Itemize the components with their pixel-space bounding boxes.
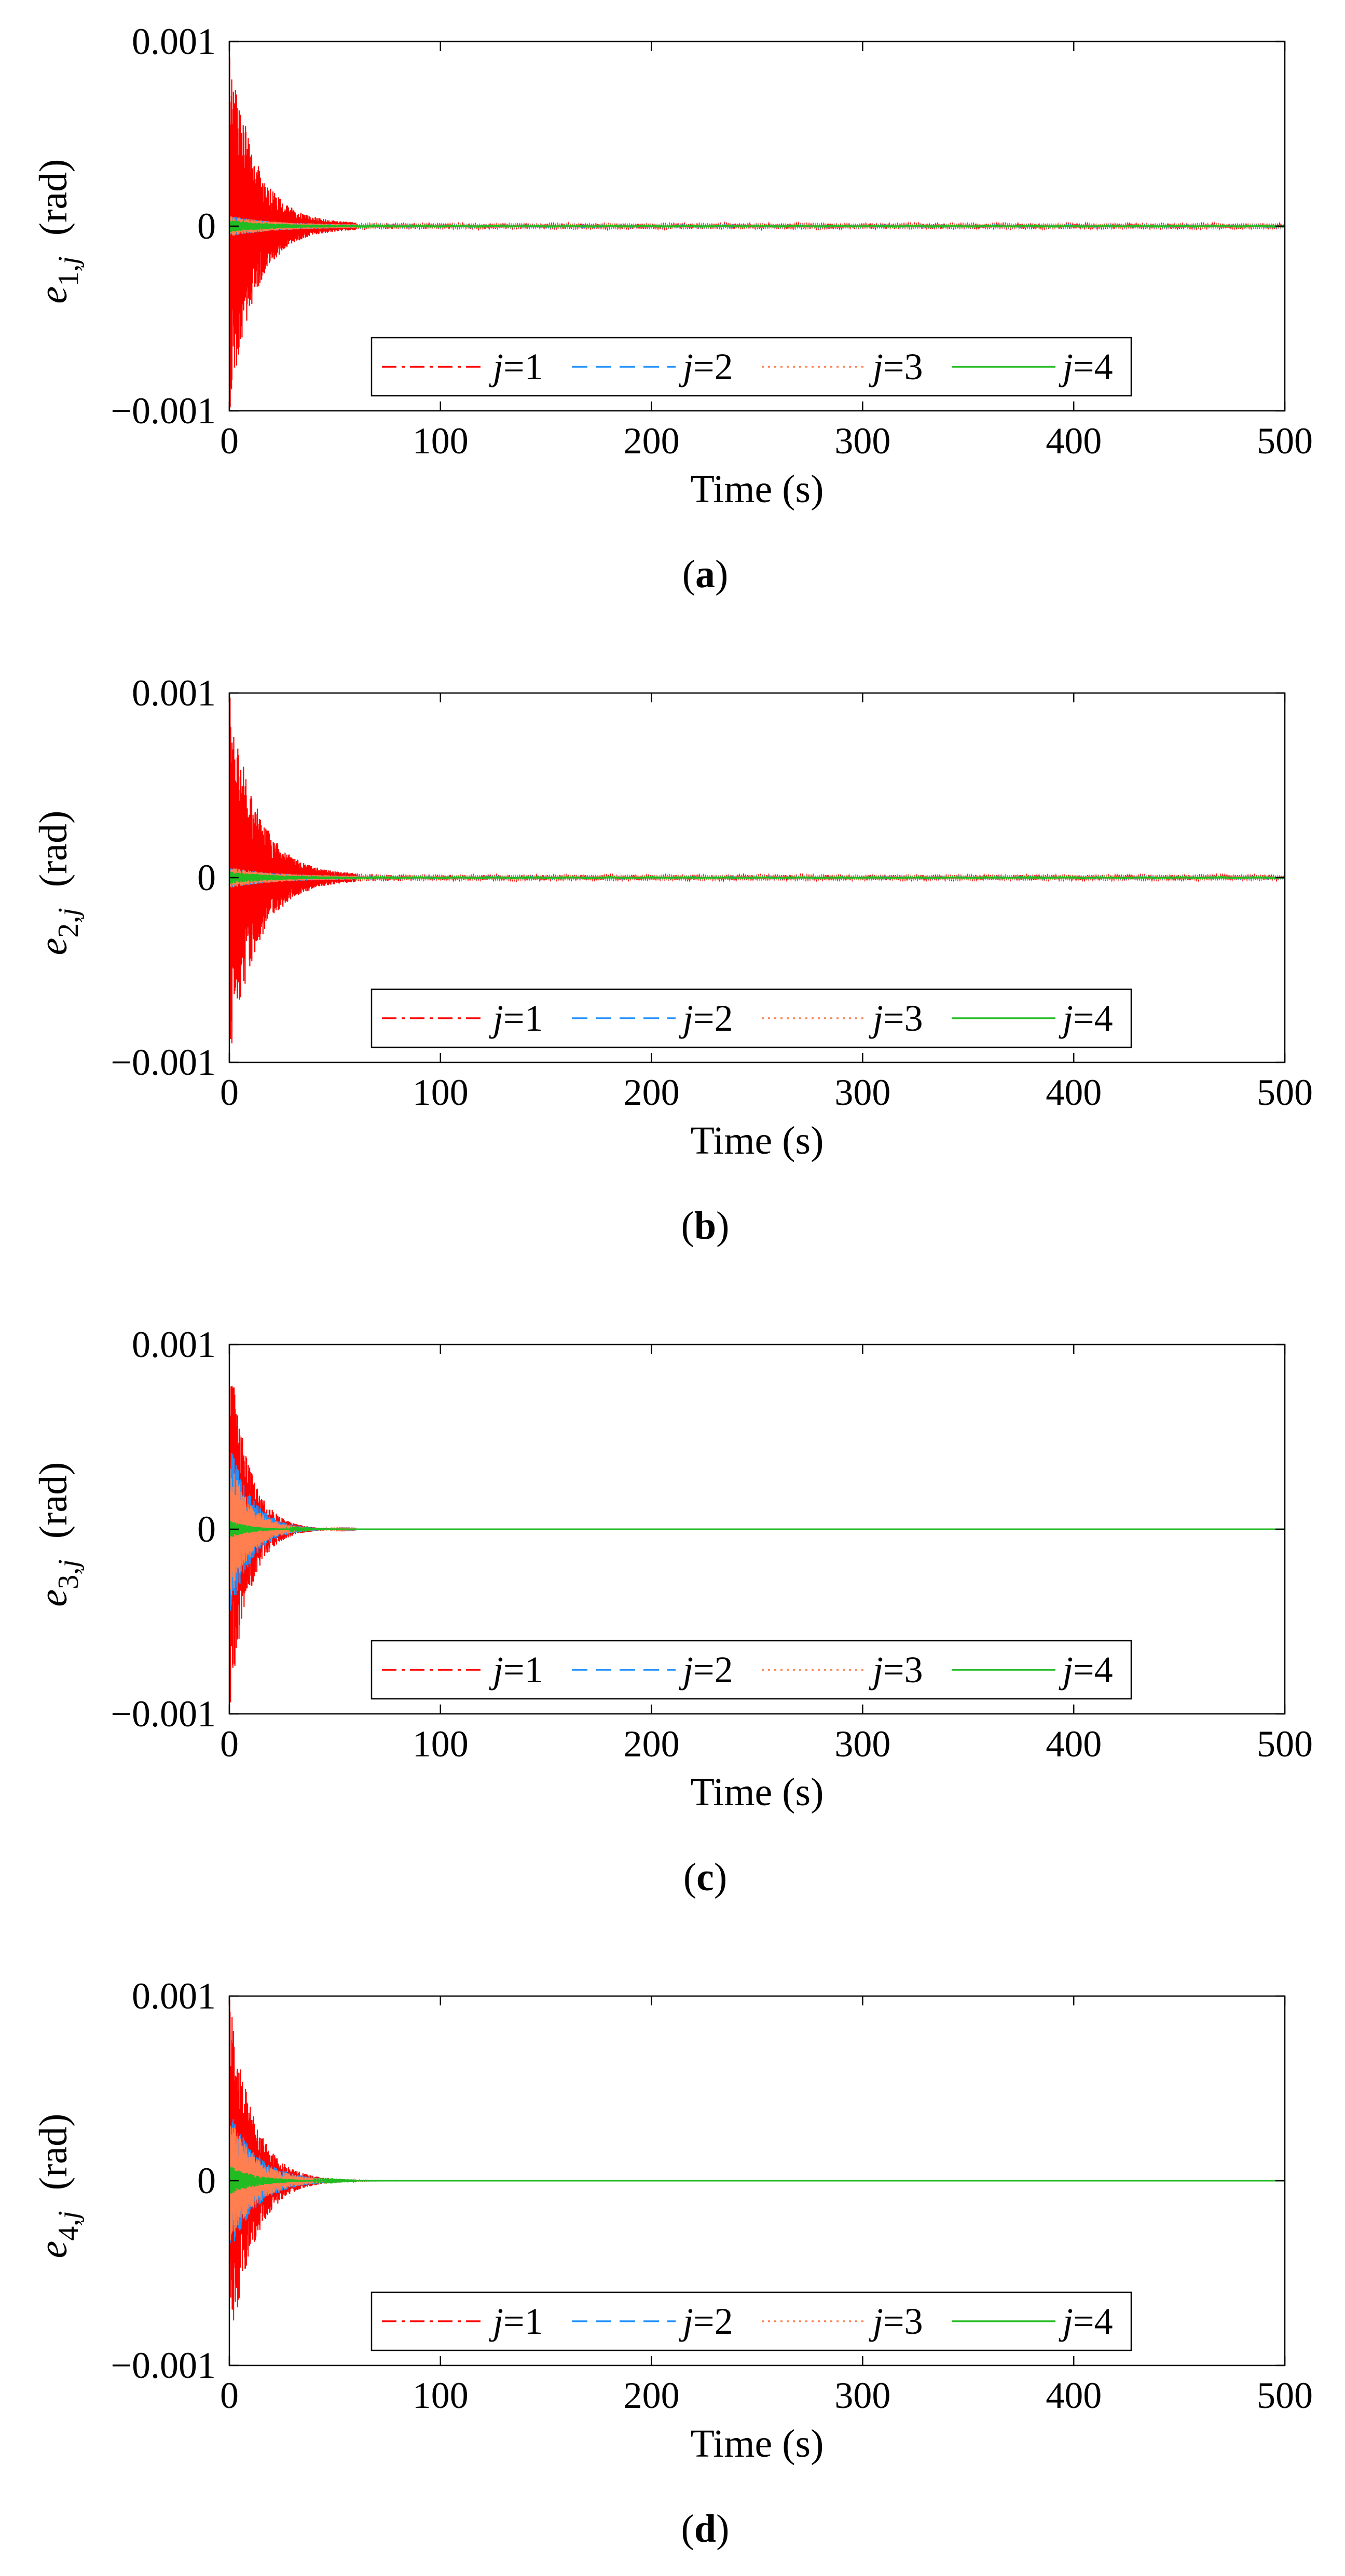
x-tick-label: 500 <box>1257 2375 1313 2416</box>
x-tick-label: 400 <box>1046 1723 1102 1765</box>
y-tick-label: −0.001 <box>111 1042 216 1083</box>
y-axis-label: e1,j(rad) <box>32 159 85 304</box>
series-line-4 <box>229 2166 1284 2194</box>
x-tick-label: 0 <box>220 420 239 462</box>
x-tick-label: 100 <box>413 1723 469 1765</box>
y-tick-label: 0 <box>197 857 216 898</box>
x-tick-label: 500 <box>1257 1723 1313 1765</box>
x-tick-label: 500 <box>1257 1072 1313 1113</box>
panel-caption: (d) <box>681 2507 730 2551</box>
y-tick-label: 0.001 <box>132 672 216 714</box>
legend-label-3: j=3 <box>869 2301 923 2342</box>
legend-label-4: j=4 <box>1059 2301 1113 2342</box>
chart-panel-c: 0 100 200 300 400 5000.0010−0.001e3,j(rad)Tim… <box>32 1324 1313 1899</box>
legend: j=1 j=2 j=3 j=4 <box>370 2291 1132 2351</box>
series-line-1 <box>229 2000 1284 2321</box>
legend-label-4: j=4 <box>1059 1649 1113 1691</box>
legend-label-2: j=2 <box>679 998 733 1039</box>
y-tick-label: 0 <box>197 2160 216 2201</box>
legend-label-1: j=1 <box>489 1649 543 1691</box>
legend-label-3: j=3 <box>869 1649 923 1691</box>
x-tick-label: 400 <box>1046 1072 1102 1113</box>
legend-label-2: j=2 <box>679 1649 733 1691</box>
x-tick-label: 100 <box>413 420 469 462</box>
traces <box>229 2000 1285 2321</box>
chart-panel-b: 0 100 200 300 400 5000.0010−0.001e2,j(rad)Tim… <box>32 672 1313 1248</box>
y-tick-label: 0.001 <box>132 1975 216 2017</box>
series-line-3 <box>229 2123 1284 2241</box>
y-tick-label: 0 <box>197 205 216 247</box>
y-tick-label: −0.001 <box>111 1693 216 1735</box>
legend-label-4: j=4 <box>1059 346 1113 387</box>
chart-panel-a: 0 100 200 300 400 5000.0010−0.001e1,j(rad)Tim… <box>32 21 1313 596</box>
x-tick-label: 300 <box>834 1072 890 1113</box>
x-tick-label: 0 <box>220 1723 239 1765</box>
x-axis-label: Time (s) <box>691 1119 824 1162</box>
x-tick-label: 0 <box>220 1072 239 1113</box>
y-tick-label: −0.001 <box>111 390 216 432</box>
y-tick-label: 0.001 <box>132 21 216 62</box>
legend: j=1 j=2 j=3 j=4 <box>370 337 1132 397</box>
x-tick-label: 100 <box>413 1072 469 1113</box>
legend: j=1 j=2 j=3 j=4 <box>370 988 1132 1048</box>
panel-caption: (b) <box>681 1204 730 1248</box>
y-axis-label: e2,j(rad) <box>32 811 85 955</box>
x-tick-label: 100 <box>413 2375 469 2416</box>
panel-caption: (a) <box>682 552 729 596</box>
traces <box>229 1386 1285 1702</box>
y-axis-label: e4,j(rad) <box>32 2114 85 2259</box>
y-axis-label: e3,j(rad) <box>32 1462 85 1607</box>
series-line-2 <box>229 1452 1284 1611</box>
x-tick-label: 0 <box>220 2375 239 2416</box>
x-axis-label: Time (s) <box>691 2422 824 2466</box>
x-axis-label: Time (s) <box>691 467 824 511</box>
x-tick-label: 400 <box>1046 420 1102 462</box>
x-axis-label: Time (s) <box>691 1770 824 1814</box>
x-tick-label: 400 <box>1046 2375 1102 2416</box>
legend-label-2: j=2 <box>679 2301 733 2342</box>
legend-label-1: j=1 <box>489 998 543 1039</box>
traces <box>229 697 1285 1044</box>
legend-label-3: j=3 <box>869 998 923 1039</box>
legend-label-4: j=4 <box>1059 998 1113 1039</box>
x-tick-label: 200 <box>624 1723 680 1765</box>
traces <box>229 58 1285 408</box>
x-tick-label: 200 <box>624 2375 680 2416</box>
panel-caption: (c) <box>683 1855 727 1899</box>
x-tick-label: 300 <box>834 2375 890 2416</box>
y-tick-label: −0.001 <box>111 2345 216 2386</box>
series-line-3 <box>229 1459 1284 1596</box>
legend: j=1 j=2 j=3 j=4 <box>370 1640 1132 1700</box>
chart-panel-d: 0 100 200 300 400 5000.0010−0.001e4,j(rad)Tim… <box>32 1975 1313 2551</box>
legend-label-1: j=1 <box>489 346 543 387</box>
x-tick-label: 200 <box>624 1072 680 1113</box>
y-tick-label: 0 <box>197 1508 216 1550</box>
x-tick-label: 300 <box>834 1723 890 1765</box>
x-tick-label: 300 <box>834 420 890 462</box>
x-tick-label: 200 <box>624 420 680 462</box>
y-tick-label: 0.001 <box>132 1324 216 1365</box>
legend-label-1: j=1 <box>489 2301 543 2342</box>
x-tick-label: 500 <box>1257 420 1313 462</box>
legend-label-2: j=2 <box>679 346 733 387</box>
legend-label-3: j=3 <box>869 346 923 387</box>
